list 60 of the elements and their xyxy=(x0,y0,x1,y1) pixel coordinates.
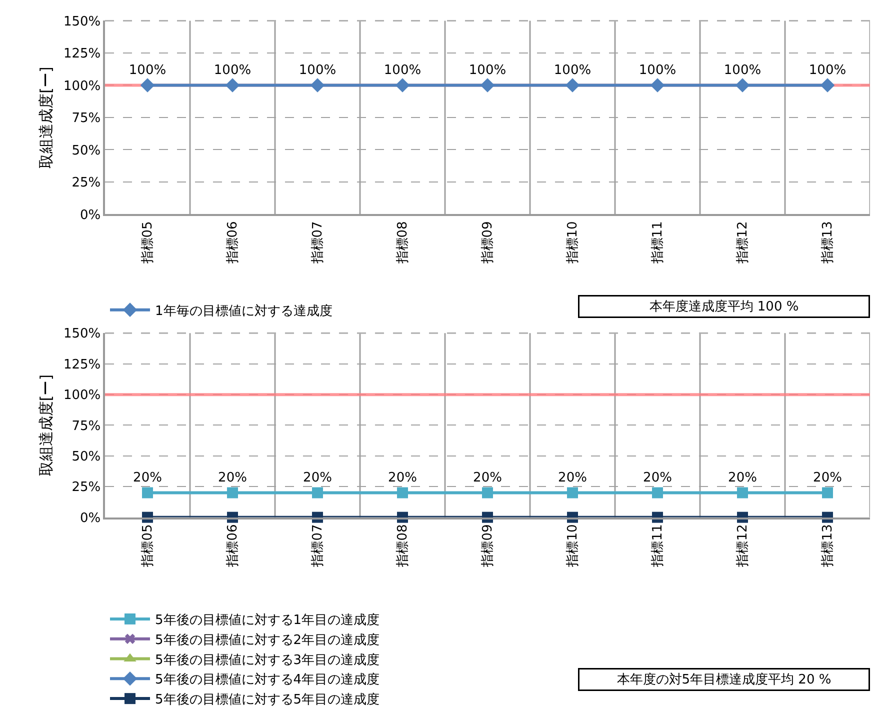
data-label: 20% xyxy=(643,470,672,486)
text: 本年度の対5年目標達成度平均 20 % xyxy=(616,672,832,688)
x-tick-label: 指標13 xyxy=(820,524,836,568)
y-tick-label: 75% xyxy=(72,418,101,434)
data-label: 20% xyxy=(133,470,162,486)
data-label: 20% xyxy=(813,470,842,486)
x-tick-label: 指標12 xyxy=(736,524,751,568)
y-tick-label: 50% xyxy=(72,143,101,158)
legend-label: 5年後の目標値に対する2年目の達成度 xyxy=(155,632,380,648)
x-tick-label: 指標08 xyxy=(396,524,411,568)
y-axis-title: 取組達成度[ー] xyxy=(37,66,56,168)
x-tick-label: 指標06 xyxy=(226,221,241,265)
y-axis-title: 取組達成度[ー] xyxy=(37,374,56,476)
y-tick-label: 125% xyxy=(63,357,101,372)
x-tick-label: 指標10 xyxy=(566,524,581,568)
text: 本年度達成度平均 100 % xyxy=(649,298,799,314)
x-tick-label: 指標08 xyxy=(396,221,411,265)
legend-label: 5年後の目標値に対する1年目の達成度 xyxy=(155,612,380,628)
data-label: 100% xyxy=(724,63,762,78)
legend-label: 5年後の目標値に対する3年目の達成度 xyxy=(155,652,380,668)
y-tick-label: 100% xyxy=(63,78,101,94)
y-tick-label: 150% xyxy=(63,14,101,30)
x-tick-label: 指標11 xyxy=(650,221,666,265)
data-label: 20% xyxy=(558,470,587,486)
data-label: 100% xyxy=(214,63,252,78)
data-label: 20% xyxy=(218,470,247,486)
x-tick-label: 指標11 xyxy=(650,524,666,568)
x-tick-label: 指標12 xyxy=(736,221,751,265)
x-tick-label: 指標07 xyxy=(310,221,326,265)
x-tick-label: 指標09 xyxy=(480,524,496,568)
y-tick-label: 0% xyxy=(80,510,101,526)
legend-label: 5年後の目標値に対する4年目の達成度 xyxy=(155,672,380,688)
legend-label: 5年後の目標値に対する5年目の達成度 xyxy=(155,692,380,708)
x-tick-label: 指標07 xyxy=(310,524,326,568)
x-tick-label: 指標05 xyxy=(140,221,156,265)
y-tick-label: 25% xyxy=(72,176,101,191)
data-label: 100% xyxy=(128,63,166,78)
y-tick-label: 75% xyxy=(72,111,101,126)
data-label: 100% xyxy=(384,63,422,78)
data-label: 100% xyxy=(808,63,846,78)
y-tick-label: 150% xyxy=(63,326,101,342)
y-tick-label: 50% xyxy=(72,449,101,464)
data-label: 20% xyxy=(303,470,332,486)
x-tick-label: 指標13 xyxy=(820,221,836,265)
data-label: 20% xyxy=(388,470,417,486)
x-tick-label: 指標06 xyxy=(226,524,241,568)
data-label: 20% xyxy=(473,470,502,486)
legend-label: 1年毎の目標値に対する達成度 xyxy=(155,302,332,319)
data-label: 20% xyxy=(728,470,757,486)
data-label: 100% xyxy=(298,63,336,78)
y-tick-label: 125% xyxy=(63,46,101,62)
data-label: 100% xyxy=(468,63,506,78)
x-tick-label: 指標10 xyxy=(566,221,581,265)
x-tick-label: 指標05 xyxy=(140,524,156,568)
y-tick-label: 100% xyxy=(63,388,101,404)
y-tick-label: 0% xyxy=(80,208,101,223)
y-tick-label: 25% xyxy=(72,480,101,496)
data-label: 100% xyxy=(554,63,592,78)
data-label: 100% xyxy=(638,63,676,78)
x-tick-label: 指標09 xyxy=(480,221,496,265)
